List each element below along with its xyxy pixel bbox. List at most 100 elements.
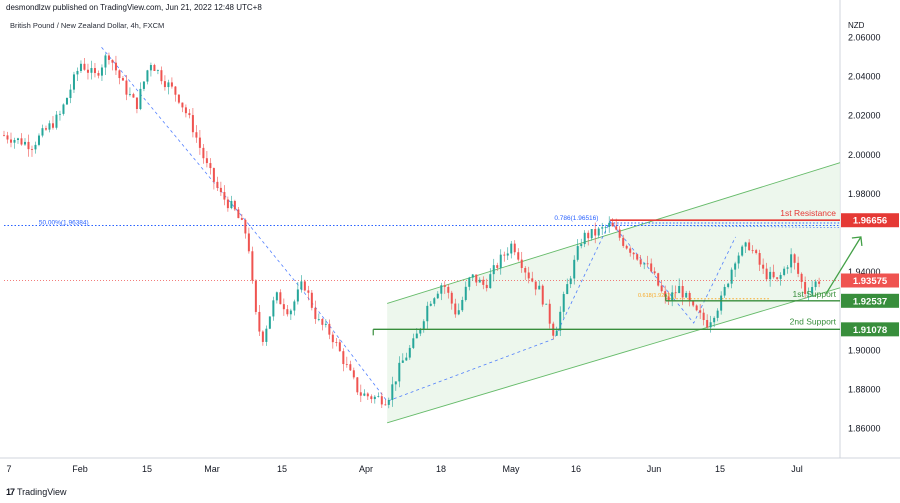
candle-body [9, 139, 12, 143]
candle [636, 253, 639, 261]
candle [44, 125, 47, 131]
candle [275, 291, 278, 304]
candle-body [415, 333, 418, 339]
candle-body [146, 70, 149, 82]
candle [468, 276, 471, 291]
fib-786-label: 0.786(1.96516) [554, 215, 598, 222]
candle [128, 87, 131, 97]
candle [482, 276, 485, 290]
candle-body [587, 232, 590, 239]
candle-body [296, 289, 299, 302]
candle-body [814, 281, 817, 288]
candle-body [429, 303, 432, 306]
x-tick-label: 16 [571, 464, 581, 474]
candle [160, 66, 163, 85]
candle-body [300, 281, 303, 290]
candle-body [352, 370, 355, 378]
candle-body [713, 317, 716, 323]
candle-body [590, 229, 593, 239]
candle-body [730, 269, 733, 284]
candle-body [440, 285, 443, 294]
candle [730, 267, 733, 289]
support1-price-badge [841, 293, 899, 308]
y-tick-label: 1.86000 [848, 424, 881, 434]
candle-body [230, 201, 233, 209]
candle [461, 296, 464, 312]
candle [566, 278, 569, 295]
candle-body [576, 246, 579, 260]
candle-body [107, 55, 110, 60]
candle [363, 389, 366, 397]
candle-body [797, 262, 800, 274]
candle [576, 239, 579, 262]
candle [583, 230, 586, 248]
candle [779, 272, 782, 286]
candle-body [737, 255, 740, 264]
candle-body [758, 253, 761, 265]
candle [146, 69, 149, 85]
candle-body [324, 323, 327, 325]
candle-body [401, 360, 404, 363]
candle [464, 281, 467, 302]
candle-body [387, 399, 390, 405]
candle [478, 277, 481, 283]
candle [121, 75, 124, 81]
candle [594, 222, 597, 244]
candle-body [622, 237, 625, 246]
candle-body [90, 68, 93, 73]
candle [398, 356, 401, 388]
candle-body [202, 147, 205, 159]
candle [737, 252, 740, 269]
candle-body [198, 137, 201, 148]
candle-body [615, 226, 618, 230]
candle-body [639, 259, 642, 265]
candle [489, 268, 492, 289]
candle-body [786, 267, 789, 269]
candle [310, 290, 313, 311]
candle [30, 145, 33, 157]
candle [170, 77, 173, 89]
candle-body [506, 253, 509, 256]
candle [604, 224, 607, 234]
candle [503, 251, 506, 262]
candle-body [216, 181, 219, 188]
candle [41, 124, 44, 138]
candle-body [517, 252, 520, 260]
y-tick-label: 2.02000 [848, 111, 881, 121]
candle-body [527, 272, 530, 279]
candle [695, 304, 698, 312]
candle-body [667, 296, 670, 301]
candle [373, 395, 376, 404]
candle [72, 71, 75, 94]
candle-body [765, 268, 768, 280]
candle [702, 308, 705, 326]
candle-body [534, 281, 537, 290]
candle [289, 308, 292, 321]
candle [384, 399, 387, 406]
candle [807, 287, 810, 302]
candle [783, 266, 786, 277]
candle-body [405, 357, 408, 361]
candle-body [244, 219, 247, 234]
candle [758, 249, 761, 271]
tradingview-logo-mark: 17 [6, 487, 15, 497]
candle-body [597, 228, 600, 236]
candle [237, 206, 240, 219]
candle-body [219, 187, 222, 193]
candle-body [160, 70, 163, 82]
candle-body [174, 86, 177, 95]
channel-fill [387, 162, 840, 423]
candle [293, 299, 296, 316]
candle-body [142, 81, 145, 89]
candle-body [503, 254, 506, 256]
candle-body [541, 285, 544, 305]
candle [720, 291, 723, 315]
y-tick-label: 2.00000 [848, 150, 881, 160]
candle-body [433, 298, 436, 304]
candle-body [342, 351, 345, 365]
candle [611, 218, 614, 227]
candle [76, 67, 79, 81]
candle-body [562, 294, 565, 312]
candle-body [783, 268, 786, 275]
